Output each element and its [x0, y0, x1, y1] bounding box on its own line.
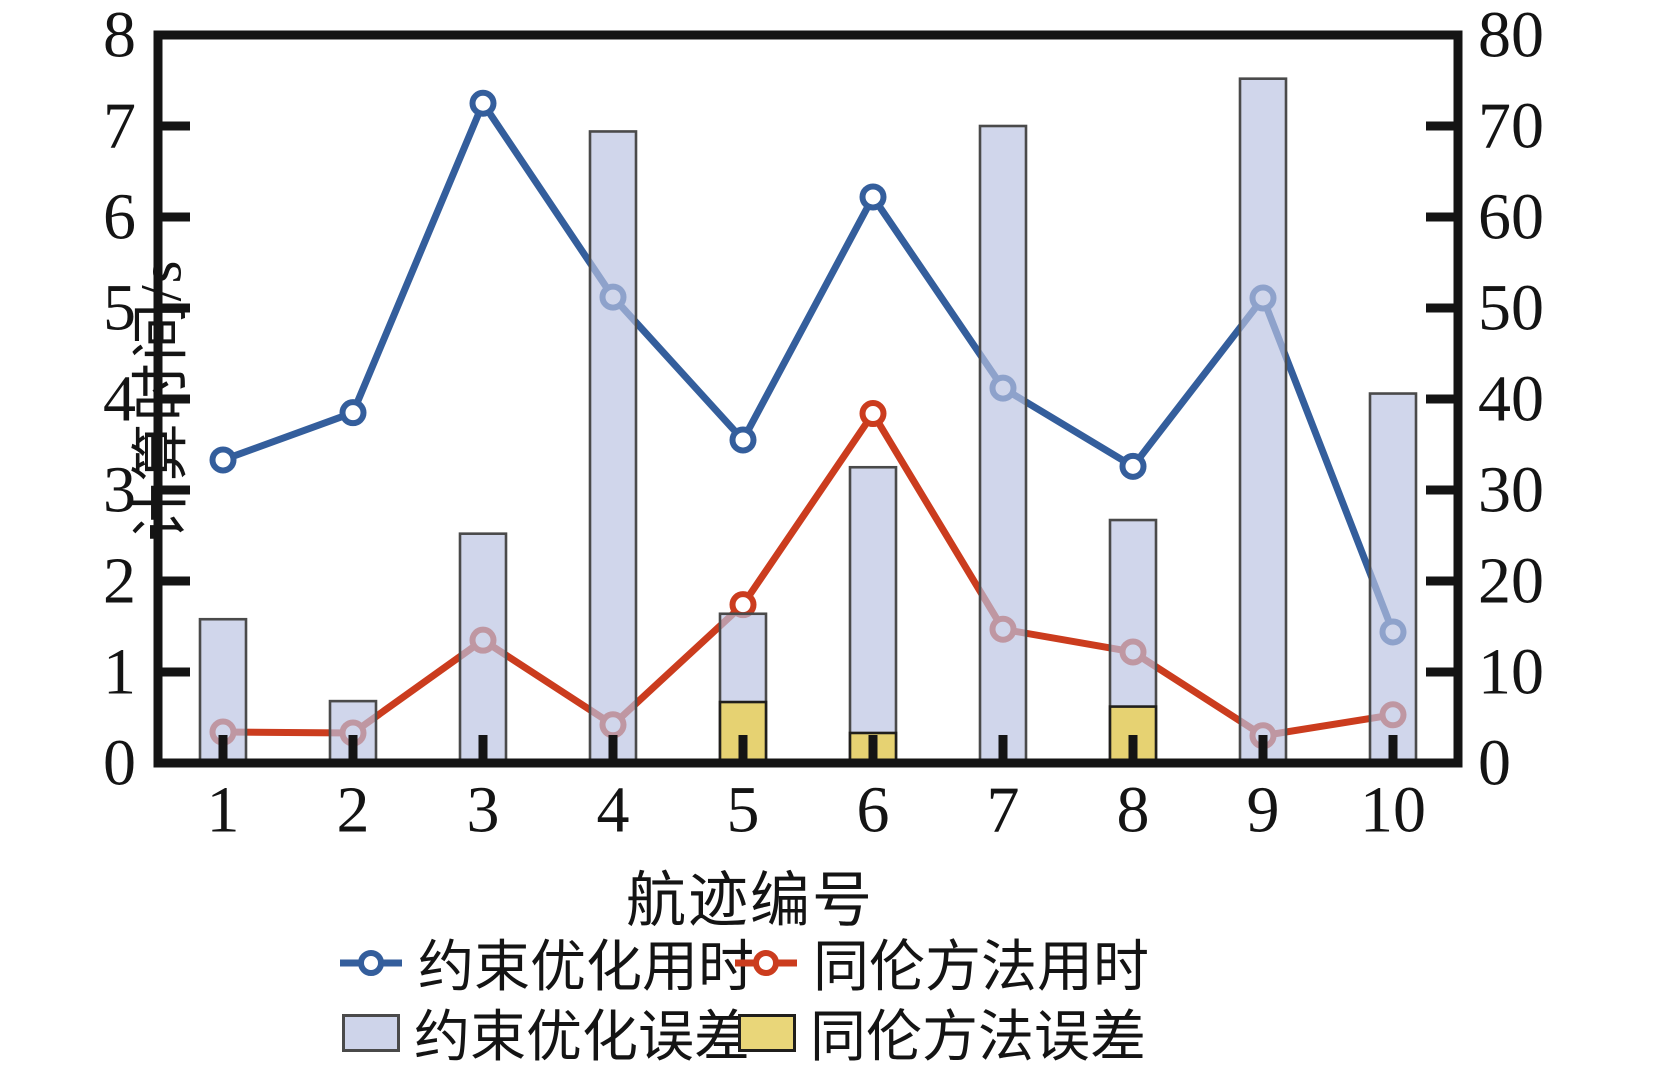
right-tick-label: 30: [1478, 454, 1544, 527]
legend-item-homotopy-error: 同伦方法误差: [738, 992, 1146, 1070]
legend-item-constraint-error: 约束优化误差: [342, 992, 750, 1070]
legend-label: 约束优化用时: [418, 937, 754, 999]
bar: [1368, 392, 1418, 765]
data-point: [469, 89, 497, 117]
bar: [978, 124, 1028, 765]
data-point: [339, 399, 367, 427]
legend-label: 同伦方法误差: [810, 1007, 1146, 1069]
bar-series-1: [718, 700, 1158, 765]
left-tick-label: 4: [103, 363, 136, 436]
x-tick-label: 10: [1360, 774, 1426, 847]
x-tick-label: 5: [727, 774, 760, 847]
line-marker-swatch-red-icon: [735, 949, 797, 976]
legend-label: 同伦方法用时: [813, 937, 1149, 999]
x-tick-label: 2: [337, 774, 370, 847]
y-axis-label-right: 长度差/m: [1649, 292, 1654, 537]
data-point: [859, 183, 887, 211]
data-point: [1119, 452, 1147, 480]
left-tick-label: 8: [103, 0, 136, 72]
axes-frame: [153, 30, 1463, 768]
right-tick-label: 60: [1478, 181, 1544, 254]
line-marker-swatch-blue-icon: [340, 949, 402, 976]
right-tick-label: 10: [1478, 636, 1544, 709]
bar: [1238, 77, 1288, 765]
bar-series-0: [198, 77, 1418, 765]
right-tick-label: 0: [1478, 727, 1511, 800]
right-tick-label: 70: [1478, 90, 1544, 163]
right-tick-label: 40: [1478, 363, 1544, 436]
left-tick-label: 1: [103, 636, 136, 709]
left-tick-label: 7: [103, 90, 136, 163]
data-point: [729, 591, 757, 619]
bar-swatch-lavender-icon: [342, 1013, 400, 1052]
legend-label: 约束优化误差: [414, 1007, 750, 1069]
left-tick-label: 5: [103, 272, 136, 345]
data-point: [859, 400, 887, 428]
x-tick-label: 3: [467, 774, 500, 847]
left-tick-label: 0: [103, 727, 136, 800]
data-point: [729, 426, 757, 454]
y-axis-label-left: 计算时间/s: [128, 258, 194, 542]
bar: [848, 465, 898, 765]
left-tick-label: 3: [103, 454, 136, 527]
right-tick-label: 50: [1478, 272, 1544, 345]
x-tick-label: 1: [207, 774, 240, 847]
legend-item-constraint-time: 约束优化用时: [338, 922, 754, 1003]
x-tick-label: 8: [1117, 774, 1150, 847]
data-point: [209, 446, 237, 474]
x-tick-label: 6: [857, 774, 890, 847]
bar: [458, 532, 508, 765]
left-tick-label: 6: [103, 181, 136, 254]
right-tick-label: 20: [1478, 545, 1544, 618]
right-tick-label: 80: [1478, 0, 1544, 72]
legend-item-homotopy-time: 同伦方法用时: [733, 922, 1149, 1003]
x-tick-label: 4: [597, 774, 630, 847]
x-tick-label: 7: [987, 774, 1020, 847]
left-tick-label: 2: [103, 545, 136, 618]
x-axis-label: 航迹编号: [626, 868, 874, 934]
x-tick-label: 9: [1247, 774, 1280, 847]
line-series-0: [209, 89, 1407, 646]
bar-swatch-yellow-icon: [738, 1013, 796, 1052]
bar: [588, 130, 638, 765]
line-series-1: [209, 400, 1407, 750]
